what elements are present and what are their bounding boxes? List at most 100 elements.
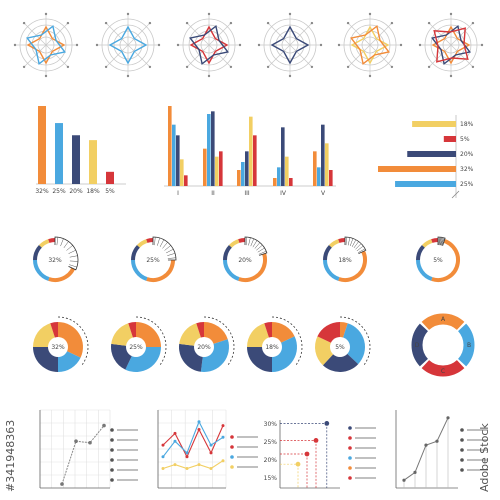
series-point <box>209 451 213 455</box>
bar <box>329 170 333 186</box>
radar-spoke-dot <box>185 65 189 69</box>
radar-chart <box>257 12 323 78</box>
radar-spoke-dot <box>310 65 314 69</box>
bar <box>106 171 114 184</box>
bar <box>249 116 253 186</box>
series-point <box>88 440 92 445</box>
radar-spoke-dot <box>288 74 292 78</box>
ring-chart: 32% <box>33 236 79 282</box>
radar-spoke <box>267 44 291 68</box>
radar-series-polygon <box>270 25 310 65</box>
donut-hole <box>48 337 68 357</box>
series-line <box>162 460 224 470</box>
radar-spoke-dot <box>176 43 180 47</box>
series-point <box>173 431 177 435</box>
radar-spoke-dot <box>427 65 431 69</box>
ring-center <box>230 245 260 275</box>
radar-spoke-dot <box>75 43 79 47</box>
radar-spoke-dot <box>368 12 372 16</box>
radar-spoke-dot <box>185 21 189 25</box>
donut-hole <box>194 337 214 357</box>
radar-chart <box>337 12 403 78</box>
y-tick-label: 20% <box>264 457 278 464</box>
segment-label: A <box>441 316 446 323</box>
ring-center <box>423 245 453 275</box>
radar-spoke-dot <box>266 21 270 25</box>
radar-spoke-dot <box>13 43 17 47</box>
bar <box>321 124 325 186</box>
ring-segment <box>431 238 460 282</box>
bar <box>313 151 317 186</box>
bar <box>443 136 456 142</box>
bar <box>172 124 176 186</box>
donut-chart: 18% <box>247 316 303 372</box>
ring-segment <box>416 259 433 281</box>
bar-category-label: 32% <box>460 166 474 173</box>
radar-spoke-dot <box>449 12 453 16</box>
radar-spoke <box>23 22 47 46</box>
ring-segment <box>238 238 246 243</box>
series-point <box>185 455 189 459</box>
bar <box>245 151 249 186</box>
series-point <box>185 467 189 470</box>
radar-spoke-dot <box>22 21 26 25</box>
radar-spoke <box>127 44 151 68</box>
donut-hole <box>262 337 282 357</box>
group-category-label: II <box>211 190 215 197</box>
legend-marker <box>348 466 352 470</box>
ring-segment <box>338 238 346 243</box>
radar-spoke-dot <box>126 12 130 16</box>
step-line-chart <box>395 410 488 489</box>
bar <box>241 162 245 186</box>
bar <box>89 140 97 184</box>
radar-series-polygon <box>25 24 67 66</box>
horizontal-bar-chart: 18% 5% 20% 32% 25% <box>378 115 474 199</box>
radar-spoke <box>208 44 232 68</box>
ring-center <box>138 245 168 275</box>
y-tick-label: 25% <box>264 439 278 446</box>
ring-segment <box>146 238 154 243</box>
ring-chart-row: 32% 25% 20% 18% 5% <box>33 236 460 282</box>
radar-chart <box>13 12 79 78</box>
segmented-ring-chart: A B C D <box>411 313 475 377</box>
ring-segment <box>48 238 56 243</box>
radar-spoke-dot <box>257 43 261 47</box>
radar-series-polygon <box>108 25 148 65</box>
segment-label: B <box>467 342 471 349</box>
radar-spoke <box>347 22 371 46</box>
radar-spoke-dot <box>368 74 372 78</box>
group-category-label: V <box>321 190 326 197</box>
legend-marker <box>230 455 234 459</box>
series-point <box>173 463 177 467</box>
callout-arc <box>57 316 89 365</box>
radar-spoke-dot <box>157 43 161 47</box>
legend-marker <box>348 426 352 430</box>
ring-segment <box>421 239 433 248</box>
radar-spoke <box>127 22 151 46</box>
series-point <box>185 451 189 455</box>
radar-series-polygon <box>349 24 391 66</box>
donut-hole <box>330 337 350 357</box>
y-tick-label: 15% <box>264 475 278 482</box>
ring-value-label: 20% <box>238 257 252 264</box>
bar-category-label: 18% <box>86 188 100 195</box>
series-point <box>197 420 201 424</box>
donut-chart: 32% <box>33 316 89 372</box>
data-point <box>313 438 319 443</box>
bar-category-label: 25% <box>460 181 474 188</box>
radar-spoke-dot <box>427 21 431 25</box>
series-point <box>435 439 439 443</box>
radar-chart <box>418 12 484 78</box>
series-point <box>60 482 64 486</box>
bar-category-label: 25% <box>52 188 66 195</box>
radar-spoke <box>186 22 210 46</box>
radar-spoke-dot <box>44 12 48 16</box>
radar-spoke-dot <box>449 74 453 78</box>
bar <box>38 106 46 184</box>
series-point <box>209 443 213 447</box>
ring-value-label: 18% <box>338 257 352 264</box>
data-point <box>295 461 301 467</box>
ring-segment <box>131 244 140 261</box>
radar-spoke <box>450 44 474 68</box>
